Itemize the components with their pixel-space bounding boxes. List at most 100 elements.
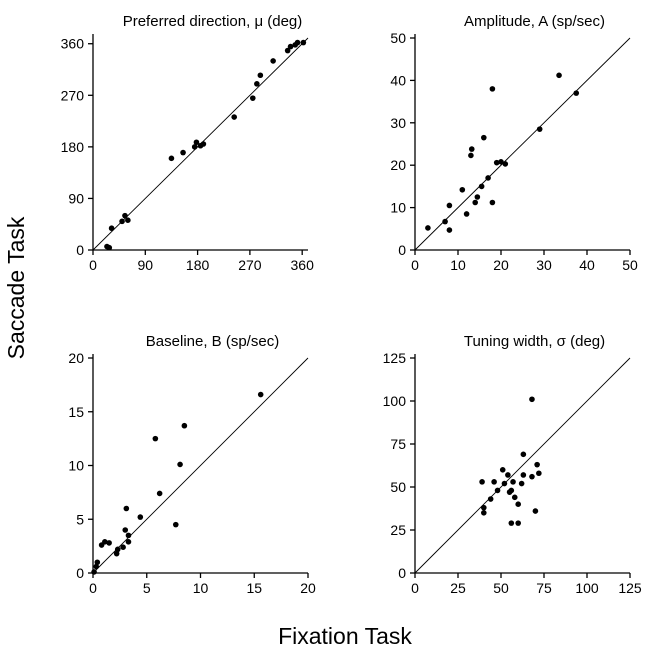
y-tick-label: 50 bbox=[390, 479, 406, 495]
data-point bbox=[152, 435, 159, 442]
data-point bbox=[137, 514, 144, 520]
panel-title: Preferred direction, μ (deg) bbox=[123, 13, 303, 30]
panel-amplitude: Amplitude, A (sp/sec) 0 10 20 30 40 50 0 10 20 30 4… bbox=[390, 13, 638, 273]
data-point bbox=[520, 451, 527, 458]
data-point bbox=[472, 199, 479, 206]
data-point bbox=[474, 194, 481, 200]
x-tick-label: 100 bbox=[575, 580, 599, 596]
data-point bbox=[529, 396, 535, 403]
data-point bbox=[446, 227, 453, 233]
y-tick-label: 0 bbox=[398, 242, 406, 258]
data-point bbox=[510, 479, 516, 485]
data-point bbox=[442, 218, 448, 225]
data-point bbox=[254, 81, 260, 87]
y-tick-label: 40 bbox=[390, 72, 406, 88]
x-tick-label: 5 bbox=[143, 580, 151, 596]
y-tick-label: 5 bbox=[76, 511, 84, 527]
panel-tuning-width: Tuning width, σ (deg) 0 25 50 75 100 125 0 25 50 7… bbox=[383, 333, 642, 596]
x-tick-label: 20 bbox=[300, 580, 316, 596]
panel-title: Amplitude, A (sp/sec) bbox=[464, 13, 605, 30]
y-tick-label: 20 bbox=[390, 157, 406, 173]
y-tick-label: 10 bbox=[390, 200, 406, 216]
x-tick-label: 75 bbox=[536, 580, 552, 596]
data-point bbox=[120, 544, 126, 550]
data-point bbox=[487, 496, 494, 502]
data-point bbox=[481, 504, 487, 511]
x-tick-label: 30 bbox=[536, 257, 552, 273]
panel-preferred-direction: Preferred direction, μ (deg) 0 90 180 270 360… bbox=[61, 13, 314, 273]
data-point bbox=[294, 39, 301, 46]
y-tick-label: 180 bbox=[61, 139, 85, 155]
data-point bbox=[520, 472, 527, 478]
y-tick-label: 0 bbox=[76, 565, 84, 581]
data-point bbox=[532, 508, 539, 514]
data-point bbox=[191, 144, 198, 150]
x-tick-label: 90 bbox=[138, 257, 154, 273]
data-point bbox=[536, 470, 542, 477]
data-point bbox=[508, 520, 515, 526]
data-point bbox=[515, 520, 521, 526]
data-point bbox=[122, 212, 128, 219]
data-point bbox=[459, 186, 466, 193]
y-tick-label: 100 bbox=[383, 393, 407, 409]
data-point bbox=[536, 126, 543, 132]
data-point bbox=[529, 473, 535, 480]
y-tick-label: 0 bbox=[76, 242, 84, 258]
figure-y-axis-label: Saccade Task bbox=[3, 216, 29, 359]
data-point bbox=[231, 114, 238, 120]
data-point bbox=[177, 461, 183, 468]
data-point bbox=[93, 563, 100, 570]
y-tick-label: 10 bbox=[68, 458, 84, 474]
unity-line bbox=[414, 357, 631, 574]
y-tick-label: 15 bbox=[68, 404, 84, 420]
data-point bbox=[181, 422, 188, 429]
data-point bbox=[511, 494, 518, 501]
x-tick-label: 10 bbox=[193, 580, 209, 596]
x-tick-label: 125 bbox=[618, 580, 642, 596]
panel-title: Tuning width, σ (deg) bbox=[464, 333, 605, 350]
data-point bbox=[200, 141, 207, 147]
data-point bbox=[102, 539, 108, 545]
x-tick-label: 0 bbox=[411, 580, 419, 596]
data-point bbox=[113, 550, 120, 557]
data-point bbox=[556, 72, 562, 79]
x-tick-label: 20 bbox=[493, 257, 509, 273]
data-point bbox=[463, 211, 470, 217]
x-tick-label: 15 bbox=[246, 580, 262, 596]
data-point bbox=[287, 43, 294, 50]
data-point bbox=[125, 217, 131, 224]
panel-title: Baseline, B (sp/sec) bbox=[146, 333, 279, 350]
data-point bbox=[172, 521, 179, 528]
x-tick-label: 270 bbox=[238, 257, 262, 273]
x-tick-label: 50 bbox=[493, 580, 509, 596]
data-point bbox=[106, 244, 113, 251]
data-point bbox=[573, 90, 580, 96]
data-point bbox=[91, 569, 97, 575]
data-point bbox=[168, 155, 175, 162]
data-point bbox=[479, 479, 485, 485]
data-point bbox=[300, 39, 307, 46]
data-point bbox=[94, 559, 101, 566]
data-point bbox=[446, 202, 453, 209]
data-point bbox=[125, 539, 132, 545]
data-point bbox=[501, 480, 508, 487]
data-point bbox=[481, 510, 487, 516]
y-tick-label: 90 bbox=[68, 190, 84, 206]
y-tick-label: 75 bbox=[390, 436, 406, 452]
data-point bbox=[270, 58, 276, 64]
data-point bbox=[119, 218, 125, 225]
y-tick-label: 360 bbox=[61, 36, 85, 52]
x-tick-label: 0 bbox=[411, 257, 419, 273]
data-point bbox=[494, 487, 501, 494]
data-point bbox=[515, 501, 521, 508]
data-point bbox=[505, 472, 511, 478]
data-point bbox=[123, 505, 130, 512]
data-point bbox=[499, 467, 506, 473]
unity-line bbox=[414, 37, 631, 251]
y-tick-label: 270 bbox=[61, 87, 85, 103]
data-point bbox=[114, 546, 121, 553]
x-tick-label: 40 bbox=[579, 257, 595, 273]
x-tick-label: 25 bbox=[450, 580, 466, 596]
y-tick-label: 20 bbox=[68, 350, 84, 366]
